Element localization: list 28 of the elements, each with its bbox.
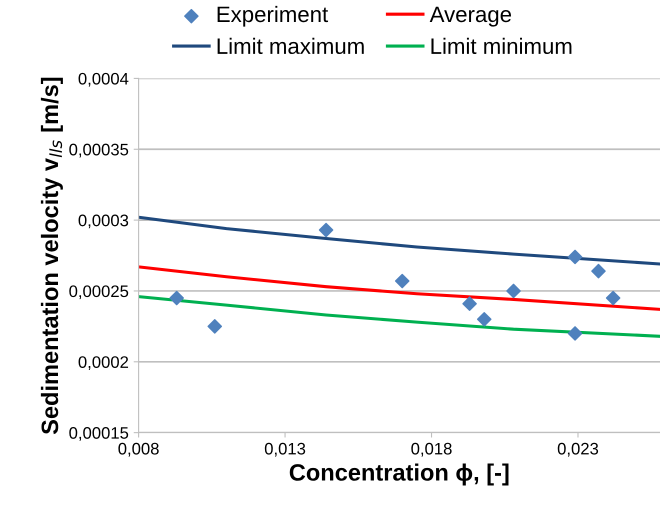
legend-label: Average — [430, 6, 512, 27]
point — [394, 274, 410, 288]
legend-label: Experiment — [218, 6, 328, 27]
y-tick-label: 0,00035 — [69, 144, 128, 158]
point — [476, 312, 492, 327]
legend-label: Limit minimum — [431, 38, 572, 54]
point — [591, 264, 606, 278]
point — [207, 319, 222, 334]
x-tick-label: 0,013 — [264, 442, 306, 457]
y-tick-label: 0,0004 — [78, 72, 128, 87]
y-tick-label: 0,0002 — [78, 356, 128, 370]
legend-label: Limit maximum — [218, 38, 364, 54]
y-tick-label: 0,00025 — [69, 285, 128, 300]
y-tick-label: 0,0003 — [78, 214, 128, 228]
y-axis-title: Sedimentation velocity v$_{lls}$ [m/s] — [40, 78, 63, 434]
x-tick-label: 0,018 — [411, 442, 452, 457]
point — [318, 222, 334, 238]
line-series — [138, 295, 660, 338]
point — [462, 296, 477, 311]
x-axis-title: Concentration ϕ, [-] — [290, 463, 508, 486]
point — [606, 290, 620, 306]
point — [568, 326, 582, 341]
x-tick-label: 0,008 — [118, 442, 159, 457]
x-tick-label: 0,023 — [558, 442, 598, 457]
y-tick-label: 0,00015 — [69, 427, 128, 441]
point — [169, 290, 184, 306]
point — [568, 250, 582, 264]
point — [506, 284, 521, 298]
